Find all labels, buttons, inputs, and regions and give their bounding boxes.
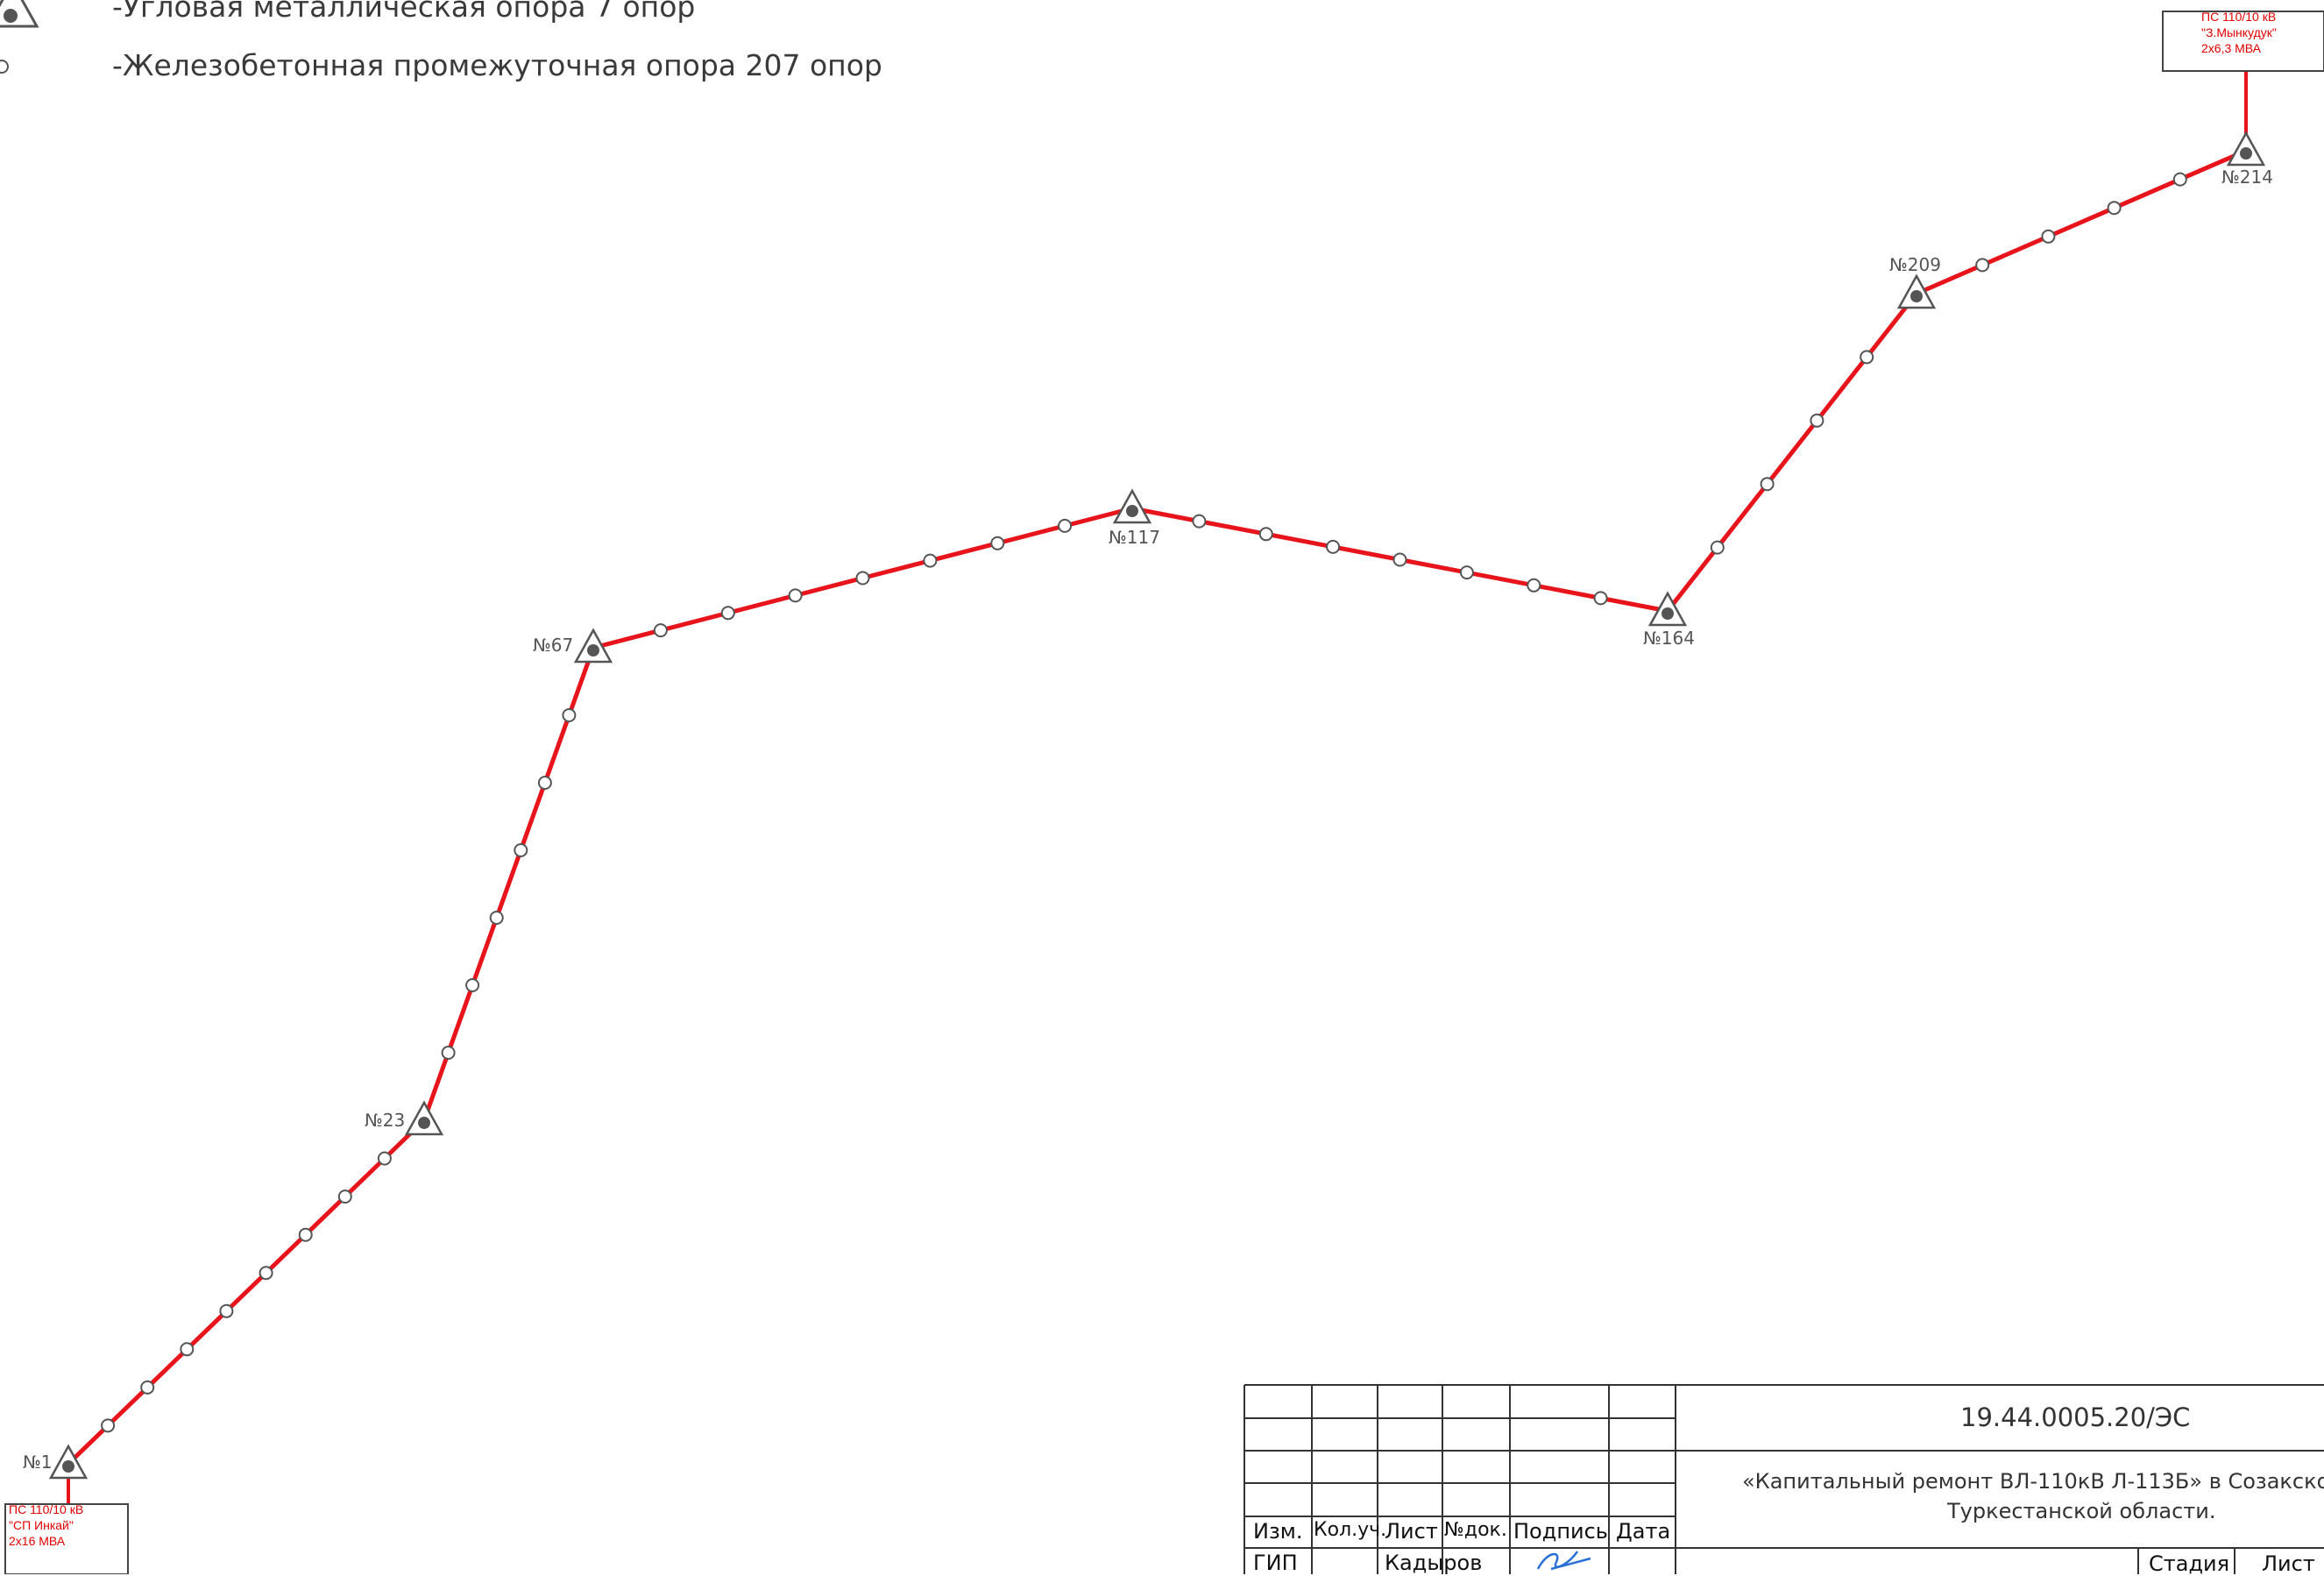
angle-support-marker [573,628,613,664]
header-kol-uch: Кол.уч. [1314,1519,1387,1541]
angle-support-marker [2226,131,2266,167]
stage-label: Стадия [2149,1551,2230,1576]
intermediate-support-marker [562,708,577,722]
intermediate-support-marker [337,1189,352,1204]
intermediate-support-marker [2172,172,2187,187]
engineer-name: Кадыров [1385,1551,1483,1575]
intermediate-support-marker [537,776,552,790]
power-line-route [67,148,2247,1466]
intermediate-support-marker [140,1380,155,1395]
intermediate-support-marker [101,1418,116,1433]
intermediate-support-marker [1459,565,1474,580]
intermediate-support-marker [1975,258,1990,273]
header-podpis: Подпись [1513,1519,1608,1544]
intermediate-support-marker [1192,514,1207,529]
legend-angle-label: -Угловая металлическая опора 7 опор [112,0,696,24]
intermediate-support-marker [441,1046,456,1060]
intermediate-support-marker [923,553,938,568]
angle-label-117: №117 [1109,527,1160,548]
intermediate-support-marker [720,606,735,621]
sheet-label: Лист [2262,1551,2315,1576]
angle-support-marker [1647,591,1688,627]
intermediate-support-marker [1760,477,1775,492]
intermediate-support-marker [180,1342,195,1357]
role-gip: ГИП [1253,1551,1298,1575]
header-list: Лист [1385,1519,1438,1544]
legend-intermediate-icon [0,60,9,74]
angle-label-23: №23 [365,1110,406,1131]
intermediate-support-marker [489,911,504,925]
intermediate-support-marker [259,1266,273,1281]
angle-label-214: №214 [2221,167,2273,188]
intermediate-support-marker [1860,350,1874,365]
legend-intermediate-label: -Железобетонная промежуточная опора 207 … [112,48,882,82]
header-izm: Изм. [1253,1519,1303,1544]
intermediate-support-marker [1810,413,1824,428]
intermediate-support-marker [1710,540,1725,555]
legend-angle-icon [0,0,39,28]
intermediate-support-marker [990,536,1005,550]
intermediate-support-marker [377,1151,392,1166]
header-ndok: №док. [1444,1519,1507,1541]
angle-support-marker [48,1444,89,1480]
angle-support-marker [1896,273,1937,309]
intermediate-support-marker [2041,229,2056,244]
angle-support-marker [1112,488,1152,524]
angle-supports [48,131,2266,1480]
intermediate-support-marker [1527,578,1541,593]
intermediate-supports [101,172,2187,1433]
angle-support-marker [404,1100,444,1136]
signature [1536,1551,1591,1571]
intermediate-support-marker [1326,539,1341,554]
project-title-line2: Туркестанской области. [1947,1499,2216,1523]
end-substation-label: ПС 110/10 кВ "З.Мынкудук" 2x6,3 МВА [2201,10,2277,55]
intermediate-support-marker [2107,201,2122,216]
intermediate-support-marker [1258,527,1273,542]
angle-label-164: №164 [1643,628,1695,649]
header-data: Дата [1616,1519,1671,1544]
start-substation-label: ПС 110/10 кВ "СП Инкай" 2x16 МВА [9,1502,84,1548]
project-title-line1: «Капитальный ремонт ВЛ-110кВ Л-113Б» в С… [1742,1469,2324,1494]
intermediate-support-marker [298,1227,313,1242]
intermediate-support-marker [514,843,528,857]
intermediate-support-marker [1392,552,1407,567]
intermediate-support-marker [1058,518,1073,533]
drawing-code: 19.44.0005.20/ЭС [1960,1402,2191,1432]
intermediate-support-marker [653,623,668,638]
intermediate-support-marker [465,978,480,992]
angle-label-1: №1 [23,1452,53,1473]
start-substation-box [4,1503,129,1574]
angle-label-209: №209 [1889,254,1941,275]
end-substation-box [2162,11,2324,72]
intermediate-support-marker [788,588,803,603]
angle-label-67: №67 [533,635,574,656]
title-block [1243,1384,2324,1574]
intermediate-support-marker [219,1303,234,1318]
intermediate-support-marker [855,571,870,586]
intermediate-support-marker [1593,591,1608,606]
